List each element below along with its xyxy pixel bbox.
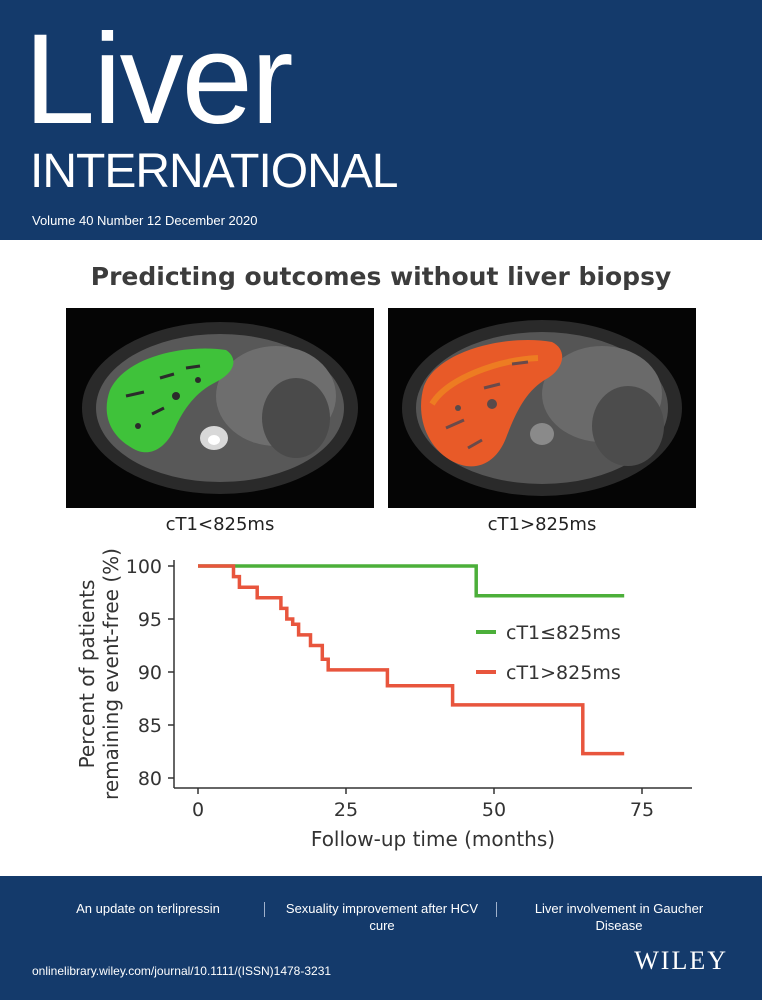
y-axis-label: Percent of patientsremaining event-free … xyxy=(75,548,123,800)
y-tick-label: 100 xyxy=(126,556,162,578)
right-scan-caption: cT1>825ms xyxy=(487,514,597,535)
issue-info: Volume 40 Number 12 December 2020 xyxy=(32,213,258,228)
legend-label: cT1>825ms xyxy=(506,662,621,684)
y-axis-label-line: Percent of patients xyxy=(75,580,99,769)
masthead: Liver INTERNATIONAL Volume 40 Number 12 … xyxy=(0,0,762,240)
journal-title: Liver xyxy=(24,8,293,151)
x-axis-label: Follow-up time (months) xyxy=(311,827,555,851)
series-line-high-ct1 xyxy=(198,564,625,756)
teaser-divider xyxy=(496,902,497,917)
y-tick-label: 85 xyxy=(138,715,162,737)
survival-chart: 80 85 90 95 100 0 25 50 75 Follow-up time (months… xyxy=(75,548,692,851)
feature-title: Predicting outcomes without liver biopsy xyxy=(90,262,672,291)
journal-url[interactable]: onlinelibrary.wiley.com/journal/10.1111/… xyxy=(32,964,332,978)
y-tick-label: 90 xyxy=(138,662,162,684)
legend-label: cT1≤825ms xyxy=(506,622,621,644)
journal-subtitle: INTERNATIONAL xyxy=(30,145,398,198)
x-tick-label: 25 xyxy=(334,799,358,821)
teaser-gaucher[interactable]: Liver involvement in Gaucher Disease xyxy=(534,901,704,933)
x-tick-label: 75 xyxy=(630,799,654,821)
y-tick-label: 80 xyxy=(138,768,162,790)
publisher-logo: WILEY xyxy=(634,946,728,975)
mri-scan-right xyxy=(388,308,696,508)
y-axis-label-line: remaining event-free (%) xyxy=(99,548,123,800)
mri-scan-left xyxy=(66,308,374,508)
x-tick-label: 0 xyxy=(192,799,204,821)
y-tick-label: 95 xyxy=(138,609,162,631)
left-scan-caption: cT1<825ms xyxy=(165,514,275,535)
teaser-terlipressin[interactable]: An update on terlipressin xyxy=(76,901,220,916)
teaser-divider xyxy=(264,902,265,917)
footer: An update on terlipressin Sexuality impr… xyxy=(0,876,762,1000)
x-tick-label: 50 xyxy=(482,799,506,821)
series-line-low-ct1 xyxy=(198,564,625,598)
teaser-hcv[interactable]: Sexuality improvement after HCV cure xyxy=(285,901,479,933)
